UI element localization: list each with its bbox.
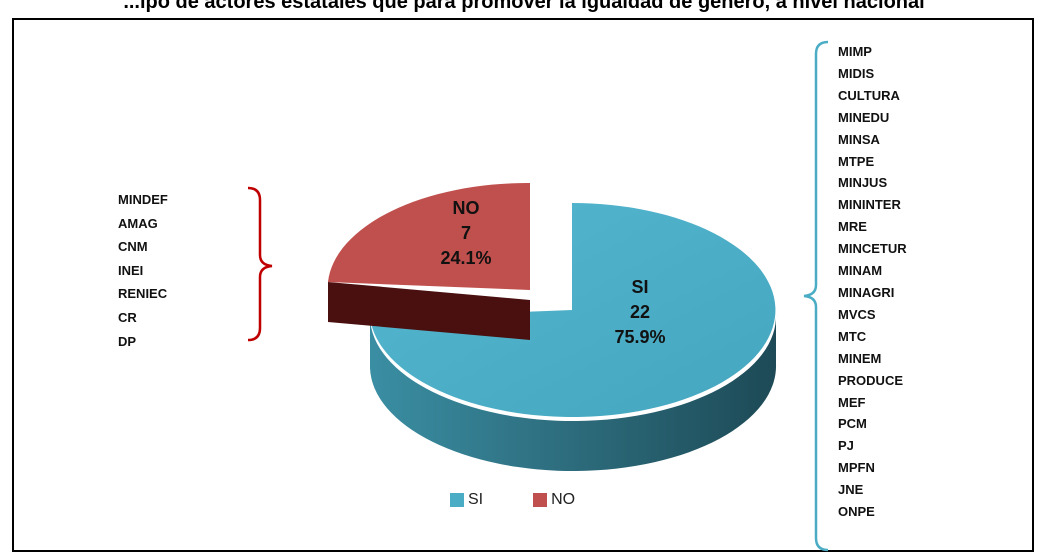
list-item: ONPE <box>838 504 875 520</box>
list-item: MVCS <box>838 306 876 322</box>
legend-label-si: SI <box>468 491 484 508</box>
slice-si-percent: 75.9% <box>614 327 666 347</box>
list-item: MTC <box>838 328 867 344</box>
list-item: RENIEC <box>118 286 168 302</box>
bracket-no-group <box>247 186 273 342</box>
list-item: PJ <box>838 438 854 454</box>
list-item: MIDIS <box>838 65 875 81</box>
list-item: MEF <box>838 394 866 410</box>
list-item: MINAGRI <box>838 284 895 300</box>
legend-item-no: NO <box>533 491 575 509</box>
list-item: MINDEF <box>118 192 168 207</box>
pie-slice-no <box>328 182 530 290</box>
list-item: MIMP <box>838 44 872 59</box>
list-item: CULTURA <box>838 87 900 103</box>
list-item: INEI <box>118 262 144 278</box>
legend-label-no: NO <box>551 491 576 508</box>
slice-si-value: 22 <box>629 302 651 322</box>
pie-slice-si-side <box>370 314 777 472</box>
list-item: CR <box>118 309 137 325</box>
pie-slice-no-side <box>328 282 530 340</box>
legend-swatch-si <box>450 493 464 507</box>
legend-item-si: SI <box>450 491 483 509</box>
list-item: MINJUS <box>838 175 888 191</box>
chart-legend: SI NO <box>450 491 625 509</box>
list-item: AMAG <box>118 215 158 231</box>
list-item: MINEM <box>838 350 882 366</box>
legend-swatch-no <box>533 493 548 507</box>
slice-label-no: NO 7 24.1% <box>416 196 516 271</box>
list-item: CNM <box>118 239 148 255</box>
pie-slice-si <box>370 202 776 417</box>
list-item: MINEDU <box>838 109 890 125</box>
list-item: MINAM <box>838 263 883 279</box>
slice-no-percent: 24.1% <box>440 248 492 268</box>
list-item: PRODUCE <box>838 372 904 388</box>
no-group-list: MINDEF AMAG CNM INEI RENIEC CR DP <box>118 188 168 353</box>
list-item: MRE <box>838 219 867 235</box>
list-item: MINCETUR <box>838 241 907 257</box>
si-group-list: MIMP MIDIS CULTURA MINEDU MINSA MTPE MIN… <box>838 41 907 523</box>
slice-si-category: SI <box>631 277 649 297</box>
slice-no-category: NO <box>452 198 480 218</box>
list-item: MPFN <box>838 460 875 476</box>
list-item: MTPE <box>838 153 875 169</box>
slice-no-value: 7 <box>460 223 471 243</box>
slice-label-si: SI 22 75.9% <box>590 275 690 350</box>
list-item: JNE <box>838 482 864 498</box>
chart-frame <box>12 18 1034 552</box>
list-item: MININTER <box>838 197 901 213</box>
bracket-si-group <box>803 40 829 552</box>
list-item: PCM <box>838 416 867 432</box>
chart-title: ...ipo de actores estatales que para pro… <box>123 0 925 13</box>
list-item: DP <box>118 333 137 349</box>
list-item: MINSA <box>838 131 880 147</box>
